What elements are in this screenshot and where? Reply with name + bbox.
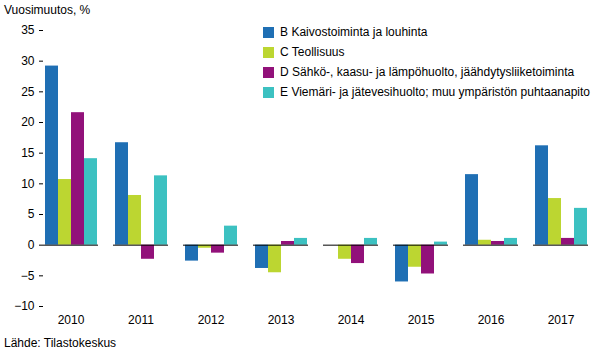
- html-text:E Viemäri- ja jätevesihuolto;: E Viemäri- ja jätevesihuolto; muu ympäri…: [280, 85, 590, 99]
- svg-text:5: 5: [28, 207, 35, 221]
- svg-text:30: 30: [21, 54, 35, 68]
- svg-text:15: 15: [21, 146, 35, 160]
- html-text:C Teollisuus: C Teollisuus: [280, 45, 345, 59]
- svg-text:2014: 2014: [338, 313, 365, 327]
- svg-text:25: 25: [21, 85, 35, 99]
- svg-text:20: 20: [21, 115, 35, 129]
- svg-text:2016: 2016: [478, 313, 505, 327]
- svg-text:0: 0: [28, 238, 35, 252]
- html-text:B Kaivostoiminta ja louhinta: B Kaivostoiminta ja louhinta: [280, 25, 428, 39]
- html-text:D Sähkö-, kaasu- ja lämpöhuolt: D Sähkö-, kaasu- ja lämpöhuolto, jäähdyt…: [280, 65, 575, 79]
- svg-text:35: 35: [21, 23, 35, 37]
- svg-text:−10: −10: [14, 299, 35, 313]
- svg-text:2012: 2012: [198, 313, 225, 327]
- svg-text:−5: −5: [21, 269, 35, 283]
- svg-text:2013: 2013: [268, 313, 295, 327]
- svg-text:2010: 2010: [58, 313, 85, 327]
- svg-text:10: 10: [21, 177, 35, 191]
- html-text:Vuosimuutos, %: Vuosimuutos, %: [4, 3, 91, 17]
- svg-text:2017: 2017: [548, 313, 575, 327]
- html-text:Lähde: Tilastokeskus: Lähde: Tilastokeskus: [4, 336, 117, 350]
- svg-text:2011: 2011: [128, 313, 154, 327]
- svg-text:2015: 2015: [408, 313, 435, 327]
